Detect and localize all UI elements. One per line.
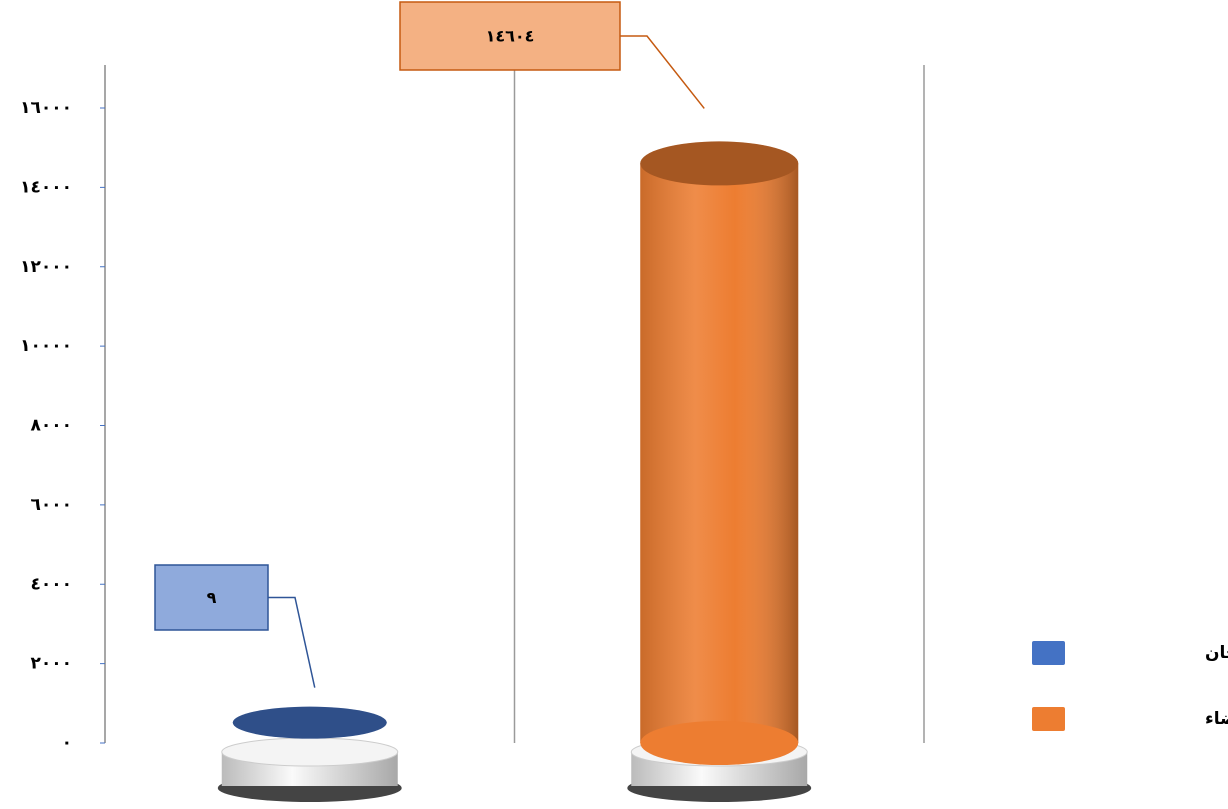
- y-tick-label: ٠: [62, 733, 72, 753]
- data-label: ٩: [207, 588, 217, 607]
- bar-shade: [640, 163, 799, 743]
- legend-swatch: [1032, 707, 1065, 731]
- y-tick-label: ٢٠٠٠: [30, 654, 72, 674]
- callout-box: [154, 564, 269, 631]
- pedestal-top: [221, 737, 399, 767]
- legend-swatch: [1032, 641, 1065, 665]
- y-tick-label: ٦٠٠٠: [30, 495, 72, 515]
- bar-top-shade: [640, 141, 799, 186]
- callout-line: [620, 35, 705, 109]
- y-tick-label: ٨٠٠٠: [30, 416, 72, 436]
- y-tick-label: ١٦٠٠٠: [20, 98, 72, 118]
- bar-top: [640, 141, 799, 186]
- y-tick-label: ١٠٠٠٠: [20, 336, 72, 356]
- callout-box: [399, 1, 621, 71]
- callout-line: [268, 596, 316, 688]
- bar-bottom: [640, 721, 799, 765]
- y-tick-label: ٤٠٠٠: [30, 574, 72, 594]
- legend-label: عدد الاعضاء: [1205, 709, 1228, 729]
- bar-top: [232, 706, 387, 739]
- bar-top-shade: [232, 706, 387, 739]
- legend-label: عدد اللجان: [1205, 643, 1228, 663]
- y-tick-label: ١٢٠٠٠: [20, 257, 72, 277]
- y-tick-label: ١٤٠٠٠: [20, 177, 72, 197]
- data-label: ١٤٦٠٤: [486, 27, 535, 46]
